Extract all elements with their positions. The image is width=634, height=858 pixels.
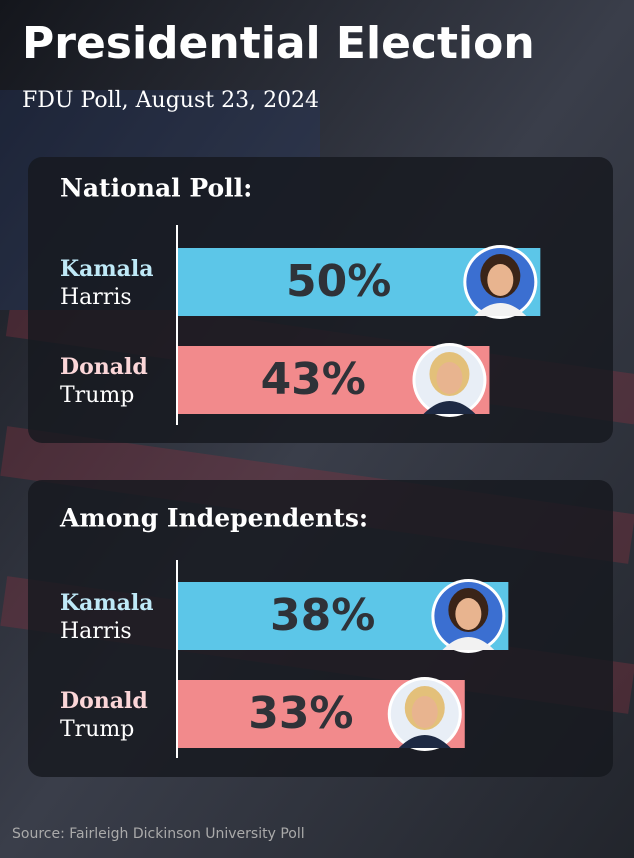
photo-face [411,696,438,728]
category-last: Trump [60,383,134,408]
title: Presidential Election [22,18,535,69]
photo-face [455,598,482,630]
category-first: Kamala [60,590,154,616]
value-label: 50% [286,256,391,307]
category-last: Trump [60,717,134,742]
category-last: Harris [60,285,132,310]
photo-body [398,735,451,748]
category-first: Donald [60,354,148,380]
value-label: 33% [248,688,353,739]
photo-body [423,401,476,414]
subtitle: FDU Poll, August 23, 2024 [22,88,319,113]
category-last: Harris [60,619,132,644]
source: Source: Fairleigh Dickinson University P… [12,826,305,842]
value-label: 38% [270,590,375,641]
panel-title: Among Independents: [59,504,368,533]
photo-body [442,637,495,650]
photo-face [487,264,514,296]
category-first: Kamala [60,256,154,282]
value-label: 43% [261,354,366,405]
photo-face [436,362,463,394]
photo-body [474,303,527,316]
panel-title: National Poll: [60,174,252,203]
category-first: Donald [60,688,148,714]
